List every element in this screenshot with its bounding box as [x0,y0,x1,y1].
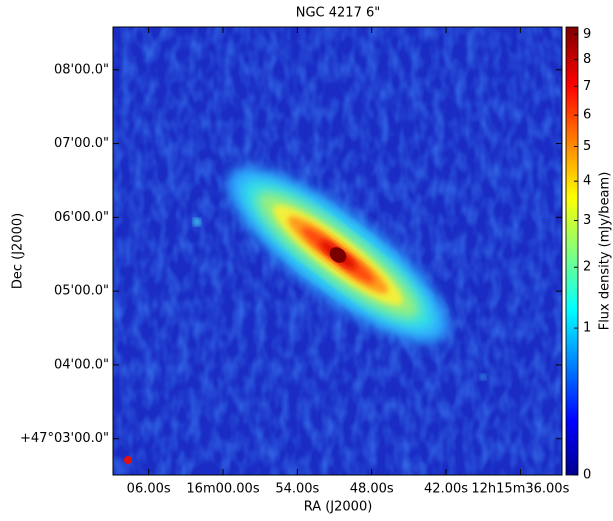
y-tick-label: 06'00.0" [54,210,109,225]
colorbar-tick-label: 2 [583,260,591,275]
y-tick-label: 04'00.0" [54,357,109,372]
colorbar-tick-label: 4 [583,174,591,189]
colorbar-tick-label: 9 [583,27,591,42]
colorbar-tick-label: 3 [583,213,591,228]
colorbar-label: Flux density (mJy/beam) [598,172,613,331]
colorbar-tick-label: 8 [583,52,591,67]
image-frame [112,26,563,476]
x-tick-label: 16m00.00s [186,482,259,497]
colorbar [565,26,579,476]
colorbar-tick-label: 5 [583,139,591,154]
colorbar-tick-label: 7 [583,79,591,94]
y-tick-label: 08'00.0" [54,62,109,77]
x-tick-label: 12h15m36.00s [471,482,569,497]
x-tick-label: 54.00s [275,482,319,497]
colorbar-tick-label: 0 [583,468,591,483]
colorbar-tick-label: 1 [583,321,591,336]
colorbar-tick-label: 6 [583,108,591,123]
x-tick-label: 06.00s [127,482,171,497]
chart-title: NGC 4217 6" [296,6,380,21]
image [113,27,562,475]
x-tick-label: 48.00s [350,482,394,497]
y-tick-label: 05'00.0" [54,284,109,299]
y-tick-label: 07'00.0" [54,136,109,151]
x-axis-label: RA (J2000) [304,500,373,515]
y-axis-label: Dec (J2000) [11,213,26,289]
x-tick-label: 42.00s [424,482,468,497]
y-tick-label: +47°03'00.0" [20,431,109,446]
